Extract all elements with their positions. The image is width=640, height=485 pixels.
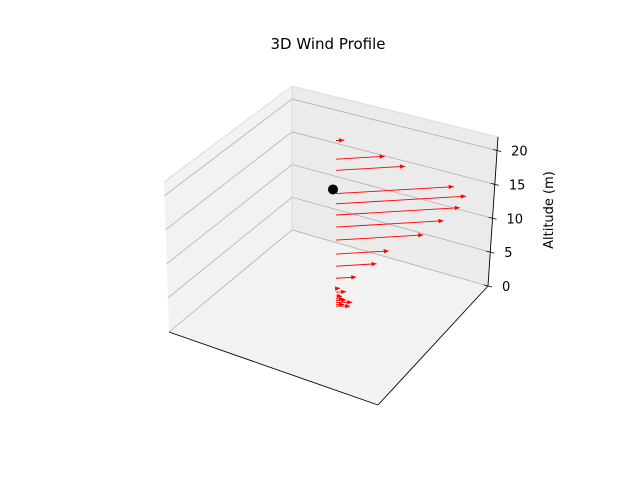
chart-title: 3D Wind Profile bbox=[271, 35, 386, 53]
z-tick-label-0: 0 bbox=[502, 280, 510, 295]
z-axis-label: Altitude (m) bbox=[542, 171, 557, 249]
z-tick-label-3: 15 bbox=[509, 178, 526, 193]
z-tick-label-4: 20 bbox=[511, 145, 528, 160]
marker-layer bbox=[328, 184, 338, 194]
z-tick-label-2: 10 bbox=[507, 212, 524, 227]
marker-point bbox=[328, 184, 338, 194]
axes-panes bbox=[164, 86, 498, 405]
z-tick-label-1: 5 bbox=[504, 246, 512, 261]
